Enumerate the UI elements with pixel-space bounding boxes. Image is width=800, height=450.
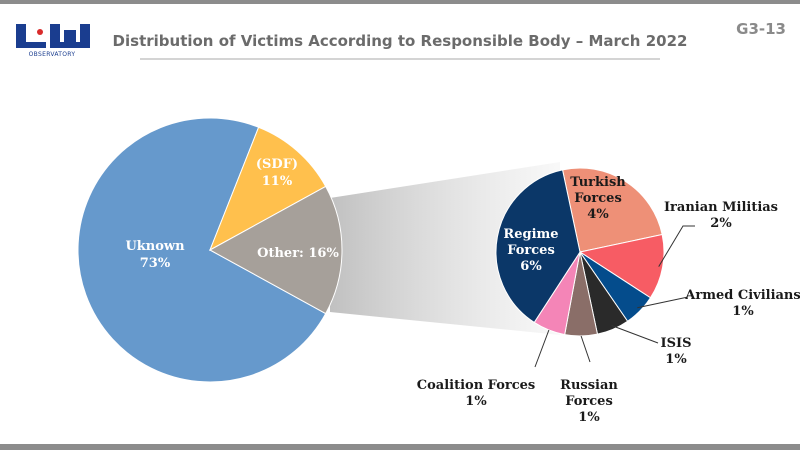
title-underline [140, 58, 660, 60]
label-sdf-name: (SDF) [256, 157, 298, 172]
label-coalition-forces-name: Coalition Forces [417, 378, 535, 393]
label-iranian-militias-name: Iranian Militias [664, 200, 778, 215]
label-russian-forces-name: Russian [560, 378, 618, 393]
pie-slice-iranian-militias [578, 233, 665, 299]
chart-title: Distribution of Victims According to Res… [112, 32, 688, 50]
chart-code: G3-13 [736, 20, 786, 38]
leader-line [658, 225, 695, 267]
label-turkish-forces-value: 4% [587, 207, 609, 222]
label-uknown-value: 73% [140, 256, 171, 271]
label-turkish-forces-name-2: Forces [574, 191, 622, 206]
bottom-border [0, 444, 800, 450]
pie-slice-other-16 [208, 185, 343, 315]
observatory-logo [16, 24, 90, 48]
leader-line [611, 325, 659, 344]
label-isis-name: ISIS [661, 336, 692, 351]
label-sdf-value: 11% [262, 174, 293, 189]
pie-slice-regime-forces [495, 169, 581, 324]
label-regime-forces-name-2: Forces [507, 243, 555, 258]
logo-text: OBSERVATORY [28, 51, 76, 58]
main-pie [77, 117, 343, 383]
top-border [0, 0, 800, 4]
label-armed-civilians-value: 1% [732, 304, 754, 319]
label-regime-forces-name: Regime [503, 227, 558, 242]
label-isis-value: 1% [665, 352, 687, 367]
label-armed-civilians-name: Armed Civilians [684, 288, 800, 303]
pie-slice-sdf [209, 126, 327, 252]
pie-slice-uknown [77, 117, 327, 383]
leader-line [637, 296, 689, 309]
label-russian-forces-value: 1% [578, 410, 600, 425]
label-uknown-name: Uknown [125, 239, 185, 254]
leader-line [534, 329, 550, 368]
label-other-16-name: Other: 16% [257, 246, 339, 261]
label-coalition-forces-value: 1% [465, 394, 487, 409]
label-russian-forces-name-2: Forces [565, 394, 613, 409]
leader-lines [534, 225, 695, 368]
secondary-pie [495, 167, 665, 337]
label-iranian-militias-value: 2% [710, 216, 732, 231]
pie-slice-turkish-forces [561, 167, 663, 253]
label-turkish-forces-name: Turkish [570, 175, 626, 190]
label-regime-forces-value: 6% [520, 259, 542, 274]
connector-band [330, 162, 560, 335]
leader-line [580, 335, 591, 363]
